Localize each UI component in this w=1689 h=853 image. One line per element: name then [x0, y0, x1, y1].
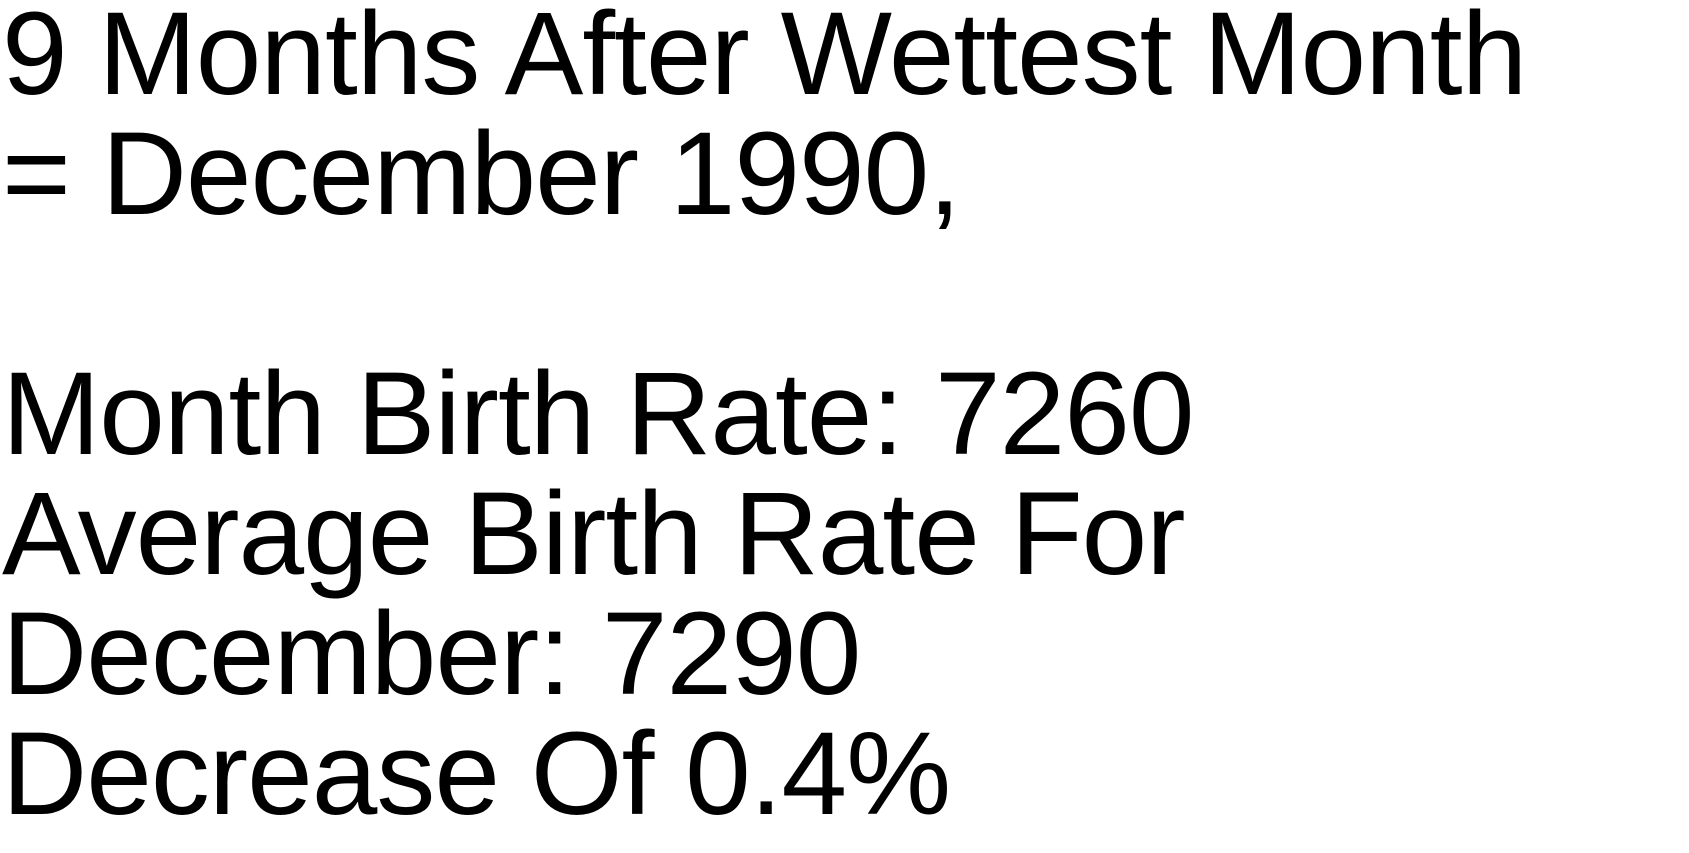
average-birth-rate-value: December: 7290 — [2, 588, 861, 720]
headline-line-1: 9 Months After Wettest Month — [2, 0, 1527, 120]
average-birth-rate-label: Average Birth Rate For — [2, 468, 1186, 600]
headline-line-2: = December 1990, — [2, 108, 961, 240]
month-birth-rate: Month Birth Rate: 7260 — [2, 348, 1194, 480]
decrease-summary: Decrease Of 0.4% — [2, 708, 951, 840]
